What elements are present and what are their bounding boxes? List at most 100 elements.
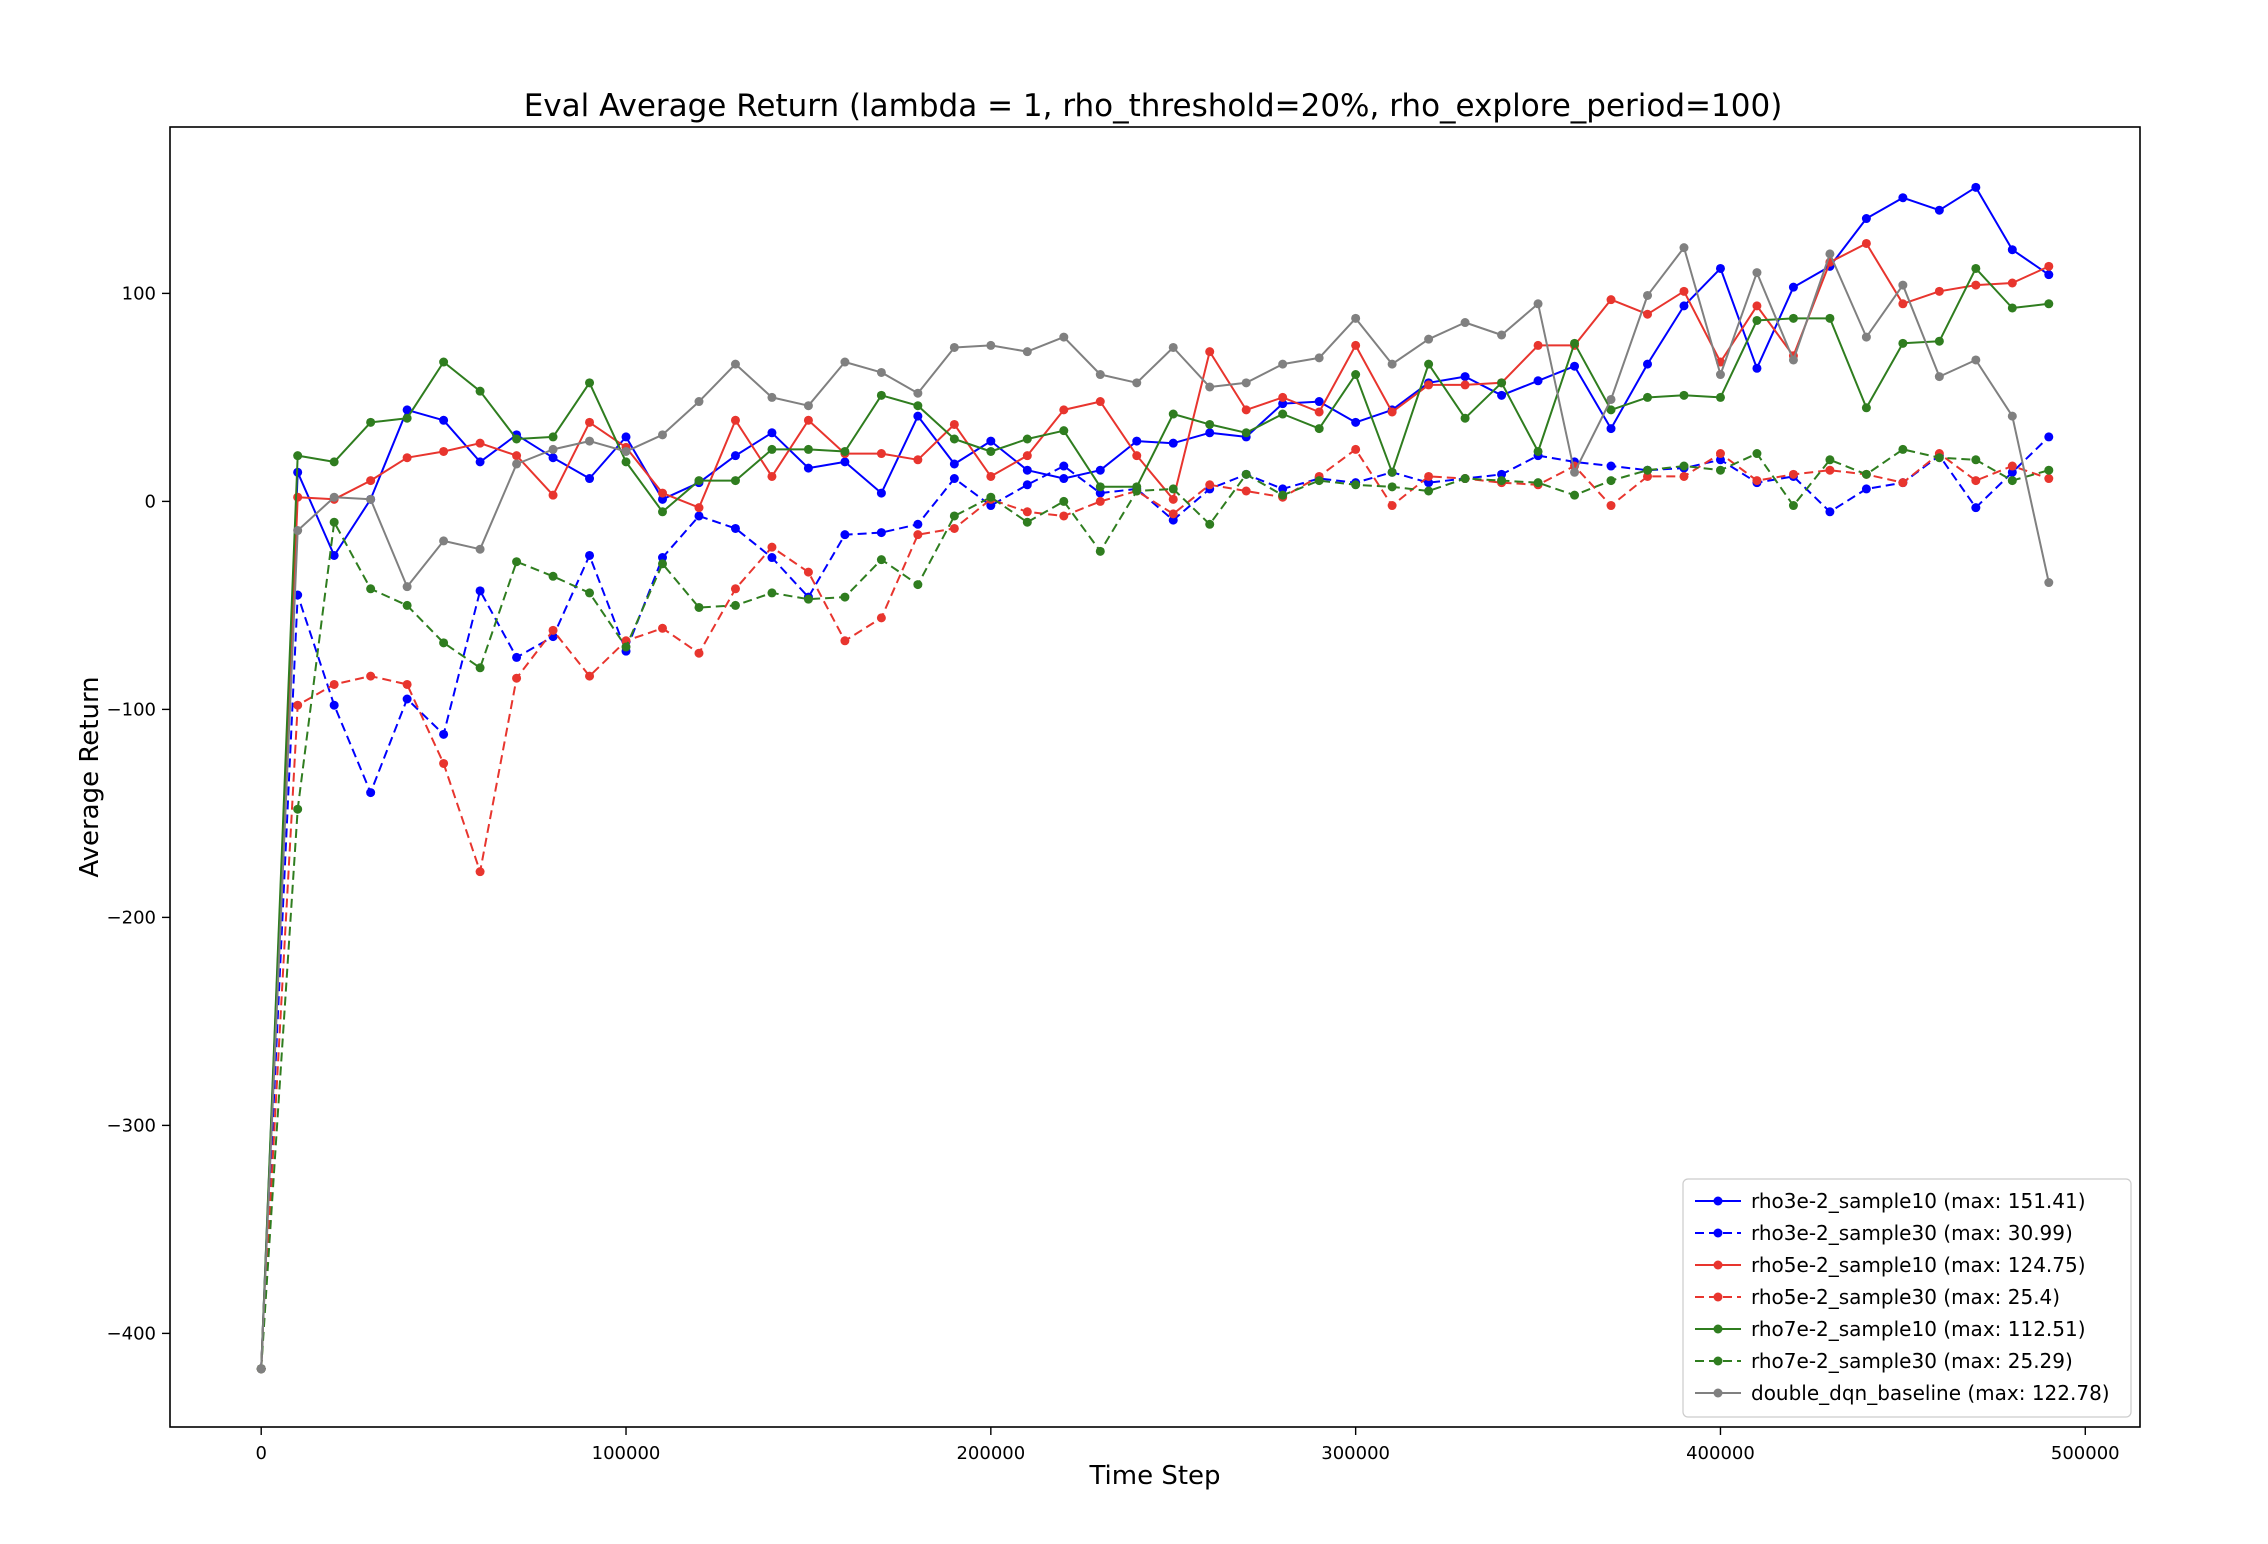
data-point xyxy=(876,555,886,565)
series-line xyxy=(260,246,2050,1369)
data-point xyxy=(439,758,449,768)
data-point xyxy=(1788,501,1798,511)
data-point xyxy=(329,457,339,467)
data-point xyxy=(475,867,485,877)
data-point xyxy=(1715,449,1725,459)
data-point xyxy=(585,417,595,427)
data-point xyxy=(1715,263,1725,273)
data-point xyxy=(2007,461,2017,471)
data-point xyxy=(1898,299,1908,309)
legend-box xyxy=(1682,1178,2132,1418)
data-point xyxy=(767,392,777,402)
data-point xyxy=(658,488,667,498)
data-point xyxy=(256,1364,266,1374)
data-point xyxy=(1715,370,1725,380)
data-point xyxy=(1387,359,1397,369)
series-line xyxy=(260,448,2050,1369)
data-point xyxy=(840,357,850,367)
data-point xyxy=(1278,399,1288,409)
data-point xyxy=(1095,546,1105,556)
data-point xyxy=(1570,361,1580,371)
data-point xyxy=(1351,417,1361,427)
data-point xyxy=(293,451,303,461)
data-point xyxy=(475,544,485,554)
data-point xyxy=(1934,372,1944,382)
data-point xyxy=(694,648,704,658)
data-point xyxy=(986,471,996,481)
data-point xyxy=(1022,507,1032,517)
data-point xyxy=(2007,245,2017,255)
data-point xyxy=(329,700,339,710)
data-point xyxy=(1752,268,1762,278)
data-point xyxy=(1022,347,1032,357)
data-point xyxy=(1387,501,1397,511)
data-point xyxy=(1095,397,1105,407)
data-point xyxy=(402,413,412,423)
y-tick-label: −200 xyxy=(107,907,156,928)
data-point xyxy=(402,679,412,689)
data-point xyxy=(402,582,412,592)
data-point xyxy=(402,405,412,415)
data-point xyxy=(329,492,339,502)
data-point xyxy=(658,559,667,569)
legend-marker xyxy=(1713,1292,1723,1302)
legend-label: rho3e-2_sample30 (max: 30.99) xyxy=(1751,1221,2073,1245)
data-point xyxy=(1205,419,1215,429)
y-tick-label: 100 xyxy=(122,283,156,304)
data-point xyxy=(1241,469,1251,479)
data-point xyxy=(1971,476,1981,486)
legend-item: rho5e-2_sample10 (max: 124.75) xyxy=(1695,1253,2086,1277)
data-point xyxy=(1606,295,1616,305)
data-point xyxy=(1168,438,1178,448)
data-point xyxy=(1132,436,1142,446)
data-point xyxy=(803,567,813,577)
data-point xyxy=(402,694,412,704)
axis-ticks: 0 100000 200000 300000 400000 500000 −400 −300 −… xyxy=(107,283,2120,1464)
data-point xyxy=(1278,484,1288,494)
data-point xyxy=(1351,370,1361,380)
data-point xyxy=(1351,444,1361,454)
legend-marker xyxy=(1713,1388,1723,1398)
data-point xyxy=(1643,465,1652,475)
data-point xyxy=(1752,301,1762,311)
legend-label: rho7e-2_sample30 (max: 25.29) xyxy=(1751,1349,2073,1373)
data-point xyxy=(1132,486,1142,496)
legend-label: double_dqn_baseline (max: 122.78) xyxy=(1751,1381,2110,1405)
data-point xyxy=(1205,382,1215,392)
data-point xyxy=(658,553,667,563)
legend-marker xyxy=(1713,1260,1723,1270)
data-point xyxy=(1059,474,1069,484)
data-point xyxy=(1679,471,1689,481)
data-point xyxy=(1533,446,1543,456)
data-point xyxy=(767,444,777,454)
data-point xyxy=(402,600,412,610)
data-point xyxy=(1059,461,1069,471)
series-line xyxy=(260,186,2050,1369)
data-point xyxy=(548,432,558,442)
data-point xyxy=(2007,476,2017,486)
data-point xyxy=(840,457,850,467)
data-point xyxy=(913,530,923,540)
data-point xyxy=(1898,444,1908,454)
data-point xyxy=(1314,407,1324,417)
data-point xyxy=(1643,359,1652,369)
data-point xyxy=(329,517,339,527)
data-point xyxy=(876,488,886,498)
data-point xyxy=(876,528,886,538)
data-point xyxy=(913,455,923,465)
data-point xyxy=(767,428,777,438)
data-point xyxy=(1497,476,1507,486)
data-point xyxy=(694,397,704,407)
data-point xyxy=(1606,501,1616,511)
data-point xyxy=(1460,413,1470,423)
data-point xyxy=(913,580,923,590)
data-point xyxy=(293,804,303,814)
data-point xyxy=(1533,376,1543,386)
data-point xyxy=(876,390,886,400)
data-point xyxy=(512,673,522,683)
data-point xyxy=(366,584,376,594)
data-point xyxy=(1825,507,1835,517)
data-point xyxy=(949,342,959,352)
data-point xyxy=(1934,286,1944,296)
